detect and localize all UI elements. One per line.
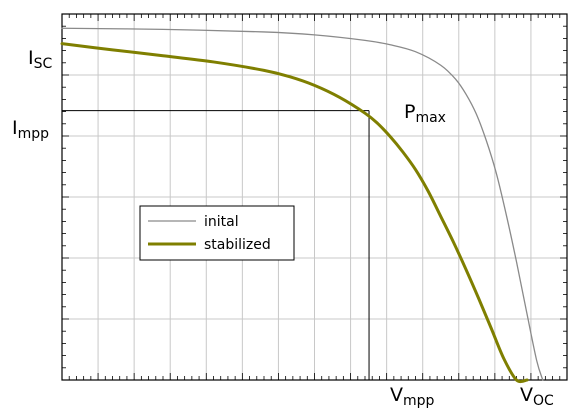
series-line-stabilized: [60, 42, 529, 384]
voc-label: VOC: [520, 384, 554, 409]
vmpp-label: Vmpp: [390, 384, 435, 409]
legend-label-inital: inital: [204, 214, 239, 230]
series-line-inital: [61, 27, 544, 381]
series-lines: [60, 27, 544, 384]
legend-box: [139, 205, 295, 261]
isc-label: ISC: [28, 47, 52, 72]
impp-label: Impp: [12, 117, 49, 142]
plot-frame: [61, 13, 568, 381]
legend: inital stabilized: [139, 205, 295, 261]
legend-label-stabilized: stabilized: [204, 237, 271, 253]
mpp-reference-lines: [62, 110, 370, 380]
pmax-label: Pmax: [404, 101, 446, 126]
